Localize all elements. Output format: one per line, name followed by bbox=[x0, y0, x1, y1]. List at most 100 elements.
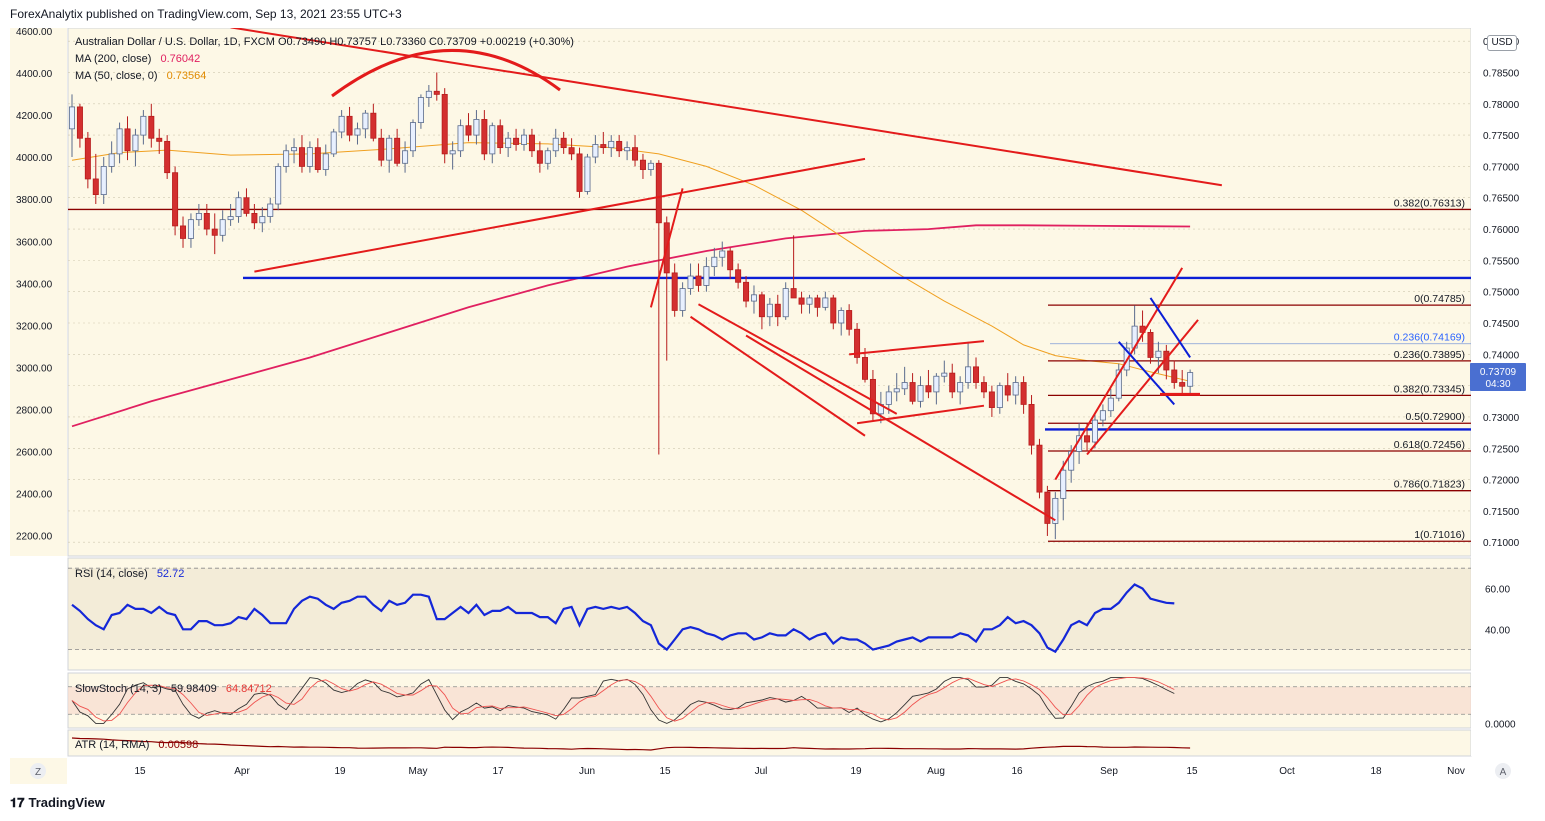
candle-body bbox=[187, 219, 194, 239]
candle-body bbox=[322, 153, 329, 170]
candle-body bbox=[933, 375, 940, 393]
candle-body bbox=[489, 125, 496, 155]
ma50-legend-value: 0.73564 bbox=[167, 70, 207, 82]
atr-legend-value: 0.00598 bbox=[158, 739, 198, 751]
candle-body bbox=[592, 144, 599, 158]
rsi-line bbox=[71, 583, 1175, 654]
candle-body bbox=[291, 147, 298, 152]
candle-body bbox=[893, 388, 900, 393]
candle-body bbox=[806, 297, 813, 305]
candle-body bbox=[1155, 350, 1162, 358]
candle-body bbox=[869, 378, 876, 415]
candle-body bbox=[1012, 382, 1019, 396]
candle-body bbox=[84, 137, 91, 180]
candle-body bbox=[957, 382, 964, 393]
candle-body bbox=[195, 212, 202, 221]
candle-body bbox=[624, 147, 631, 152]
fib-level-label: 0.382(0.76313) bbox=[1394, 197, 1465, 209]
right-axis-ticks: 0.790000.785000.780000.775000.770000.765… bbox=[1483, 37, 1520, 549]
main-pane[interactable] bbox=[67, 28, 1472, 557]
rsi-legend: RSI (14, close) 52.72 bbox=[75, 568, 184, 580]
candle-body bbox=[1052, 497, 1059, 524]
candle-body bbox=[402, 150, 409, 164]
right-axis-tick: 0.71000 bbox=[1483, 538, 1520, 549]
candle-body bbox=[100, 166, 107, 196]
candle-body bbox=[116, 128, 123, 155]
right-axis-tick: 0.77500 bbox=[1483, 131, 1520, 142]
falling-move-line bbox=[745, 334, 1056, 522]
stoch-legend-k: 59.98409 bbox=[171, 683, 217, 695]
left-axis-tick: 2600.00 bbox=[16, 448, 53, 459]
candle-body bbox=[671, 272, 678, 311]
last-price-badge bbox=[1470, 363, 1526, 391]
right-axis-tick: 0.74000 bbox=[1483, 350, 1520, 361]
candle-body bbox=[227, 216, 234, 221]
candle-body bbox=[901, 382, 908, 390]
candle-body bbox=[711, 256, 718, 268]
candle-body bbox=[259, 216, 266, 224]
x-axis-tick: 15 bbox=[134, 766, 146, 777]
candle-body bbox=[362, 112, 369, 130]
candle-body bbox=[1171, 369, 1178, 383]
candle-body bbox=[560, 137, 567, 149]
candle-body bbox=[544, 150, 551, 164]
july-decline-line bbox=[697, 303, 898, 415]
atr-pane[interactable] bbox=[67, 729, 1472, 757]
auto-scale-button[interactable] bbox=[1495, 763, 1511, 779]
zoom-icon: Z bbox=[35, 767, 41, 778]
candle-body bbox=[473, 119, 480, 136]
right-axis-tick: 0.78500 bbox=[1483, 68, 1520, 79]
currency-badge[interactable]: USD bbox=[1487, 35, 1517, 51]
candle-body bbox=[433, 90, 440, 95]
x-axis-tick: Sep bbox=[1100, 766, 1118, 777]
time-axis[interactable] bbox=[68, 758, 1471, 784]
right-axis-tick: 0.75500 bbox=[1483, 256, 1520, 267]
stoch-layer: 0.0000 bbox=[68, 677, 1516, 730]
candle-body bbox=[552, 137, 559, 152]
candles-layer bbox=[69, 72, 1194, 540]
left-axis-tick: 2800.00 bbox=[16, 405, 53, 416]
right-axis-tick: 0.74500 bbox=[1483, 319, 1520, 330]
candle-body bbox=[386, 137, 393, 161]
candle-body bbox=[941, 372, 948, 377]
candle-body bbox=[108, 153, 115, 167]
left-axis-tick: 3600.00 bbox=[16, 237, 53, 248]
x-axis-tick: 19 bbox=[850, 766, 862, 777]
candle-body bbox=[243, 197, 250, 214]
stoch-d-line bbox=[71, 677, 1175, 722]
candle-body bbox=[1044, 491, 1051, 524]
countdown-value: 04:30 bbox=[1485, 379, 1510, 390]
fib-level-label: 0.236(0.74169) bbox=[1394, 332, 1465, 344]
candle-body bbox=[132, 134, 139, 152]
candle-body bbox=[338, 115, 345, 133]
candle-body bbox=[655, 162, 662, 224]
candle-body bbox=[1107, 397, 1114, 412]
x-axis-tick: 15 bbox=[1186, 766, 1198, 777]
candle-body bbox=[632, 147, 639, 161]
wedge-bottom-line bbox=[856, 404, 985, 425]
candle-body bbox=[1020, 382, 1027, 405]
stoch-band bbox=[68, 686, 1471, 715]
tradingview-logo[interactable]: 𝟏𝟕 TradingView bbox=[10, 795, 105, 811]
x-axis-tick: 18 bbox=[1370, 766, 1382, 777]
left-axis-ticks: 4600.00 4400.00 4200.00 4000.00 3800.00 3600.… bbox=[16, 28, 53, 543]
candle-body bbox=[1115, 369, 1122, 399]
x-axis-tick: Jul bbox=[755, 766, 768, 777]
candle-body bbox=[465, 125, 472, 136]
candle-body bbox=[743, 281, 750, 302]
fib-level-label: 0(0.74785) bbox=[1414, 293, 1465, 305]
candle-body bbox=[1099, 410, 1106, 421]
left-price-axis[interactable] bbox=[10, 28, 67, 556]
trading-chart[interactable]: 0.382(0.76313) 0(0.74785) 0.236(0.74169) 0.… bbox=[10, 28, 1535, 788]
zoom-out-button[interactable] bbox=[30, 763, 46, 779]
candle-body bbox=[703, 266, 710, 286]
candle-body bbox=[909, 382, 916, 402]
right-price-axis[interactable] bbox=[1471, 28, 1535, 756]
candle-body bbox=[124, 128, 131, 152]
x-axis-tick: Apr bbox=[234, 766, 250, 777]
candle-body bbox=[481, 119, 488, 155]
candle-body bbox=[973, 366, 980, 383]
candle-body bbox=[925, 385, 932, 393]
candle-body bbox=[330, 131, 337, 155]
candle-body bbox=[758, 294, 765, 318]
